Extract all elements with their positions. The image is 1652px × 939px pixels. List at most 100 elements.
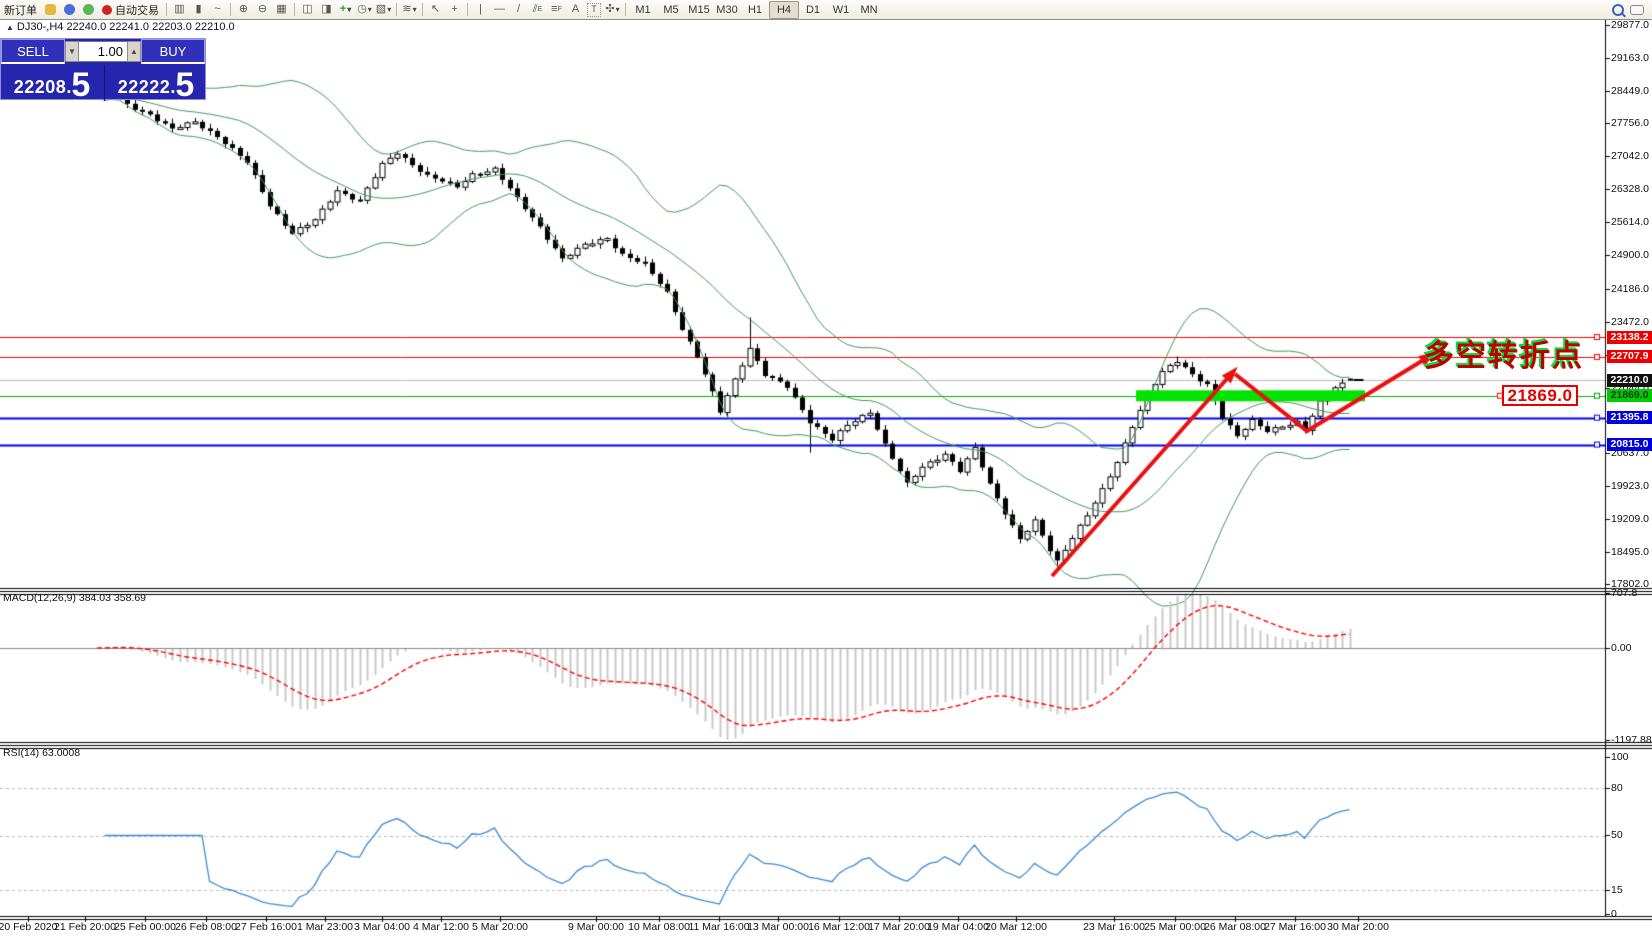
crosshair-icon[interactable]: +: [451, 3, 458, 15]
one-click-collapse-icon[interactable]: ▲: [6, 23, 14, 32]
autotrading-button[interactable]: 自动交易: [98, 1, 163, 18]
rsi-axis-tick: 80: [1611, 782, 1623, 794]
one-click-trading-panel: SELL ▼ 1.00 ▲ BUY 22208. 5 22222. 5: [0, 38, 206, 104]
tab-timeframe-h4[interactable]: H4: [769, 0, 799, 19]
new-order-button[interactable]: 新订单: [0, 1, 41, 18]
macd-axis-tick: 707.8: [1611, 587, 1638, 599]
tile-windows-icon[interactable]: ▦: [276, 3, 287, 15]
zoom-out-icon[interactable]: ⊖: [257, 3, 268, 15]
chart-title: ▲ DJ30-,H4 22240.0 22241.0 22203.0 22210.…: [6, 21, 235, 33]
time-axis-label: 17 Mar 20:00: [868, 921, 930, 933]
price-axis-tick: 24186.0: [1611, 282, 1649, 295]
trendline-icon[interactable]: /: [516, 3, 521, 15]
price-axis-badge: 22707.9: [1607, 350, 1652, 364]
price-axis-badge: 23138.2: [1607, 330, 1652, 344]
price-axis-tick: 27756.0: [1611, 117, 1649, 130]
chart-ohlc-title: DJ30-,H4 22240.0 22241.0 22203.0 22210.0: [16, 21, 235, 33]
time-axis-label: 25 Mar 00:00: [1144, 921, 1206, 933]
fibonacci-icon[interactable]: ≡ F: [551, 3, 562, 15]
macd-indicator-title: MACD(12,26,9) 384.03 358.69: [3, 592, 147, 604]
equidistant-channel-icon[interactable]: ⫽ E: [532, 3, 543, 15]
autotrading-label: 自动交易: [115, 4, 159, 17]
tab-timeframe-m1[interactable]: M1: [635, 3, 651, 16]
time-axis-label: 16 Mar 12:00: [808, 921, 870, 933]
price-axis-tick: 17802.0: [1611, 578, 1649, 591]
cursor-icon[interactable]: ↖: [430, 3, 441, 15]
volume-input[interactable]: 1.00: [79, 41, 127, 62]
price-axis-tick: 18495.0: [1611, 545, 1649, 558]
tab-timeframe-m15[interactable]: M15: [688, 3, 710, 16]
macd-axis-tick: 0.00: [1611, 642, 1632, 654]
time-axis-label: 19 Mar 04:00: [927, 921, 989, 933]
tab-timeframe-mn[interactable]: MN: [860, 3, 878, 16]
price-axis-tick: 25614.0: [1611, 216, 1649, 229]
sell-button-label: SELL: [17, 43, 49, 59]
zoom-in-icon[interactable]: ⊕: [238, 3, 249, 15]
line-chart-icon[interactable]: ~: [214, 3, 221, 15]
time-axis-label: 3 Mar 04:00: [353, 921, 411, 933]
chat-icon[interactable]: [1629, 2, 1644, 17]
time-axis-label: 20 Feb 2020: [0, 921, 58, 933]
indicator-list-icon[interactable]: ≋ ▾: [402, 3, 417, 15]
time-axis-label: 26 Mar 08:00: [1204, 921, 1266, 933]
text-label-icon[interactable]: T: [587, 2, 601, 17]
time-axis-label: 10 Mar 08:00: [628, 921, 690, 933]
buy-price[interactable]: 22222. 5: [117, 66, 195, 104]
candlestick-chart-icon[interactable]: ▮: [195, 3, 202, 15]
autotrading-icon: [102, 4, 112, 15]
navigator-icon[interactable]: [62, 2, 77, 17]
top-toolbar: 新订单 自动交易 ▥ ▮ ~ ⊕ ⊖ ▦ ◫ ◨ + ▾ ◷ ▾ ▧ ▾ ≋ ▾ ↖ +…: [0, 0, 1652, 20]
rsi-axis-tick: 0: [1611, 908, 1617, 920]
signals-icon[interactable]: [81, 2, 96, 17]
time-axis-label: 27 Mar 16:00: [1264, 921, 1326, 933]
time-axis-label: 23 Mar 16:00: [1083, 921, 1145, 933]
tab-timeframe-d1[interactable]: D1: [805, 3, 821, 16]
add-indicator-icon[interactable]: + ▾: [339, 3, 352, 15]
sell-button[interactable]: SELL: [1, 39, 65, 64]
volume-increase-button[interactable]: ▲: [127, 41, 141, 62]
tab-timeframe-w1[interactable]: W1: [832, 3, 850, 16]
macd-axis-tick: -1197.88: [1611, 734, 1652, 746]
rsi-axis-tick: 100: [1611, 751, 1629, 763]
time-axis-label: 13 Mar 00:00: [747, 921, 809, 933]
volume-decrease-button[interactable]: ▼: [65, 41, 79, 62]
price-axis-tick: 28449.0: [1611, 85, 1649, 98]
time-axis-label: 5 Mar 20:00: [471, 921, 529, 933]
periods-icon[interactable]: ◷ ▾: [357, 3, 372, 15]
tab-timeframe-m5[interactable]: M5: [663, 3, 679, 16]
price-axis-badge: 21395.8: [1607, 411, 1652, 425]
tab-timeframe-m30[interactable]: M30: [716, 3, 738, 16]
bar-chart-icon[interactable]: ▥: [174, 3, 185, 15]
buy-button[interactable]: BUY: [141, 39, 205, 64]
price-callout-label[interactable]: 21869.0: [1502, 385, 1578, 406]
turning-point-annotation[interactable]: 多空转折点: [1424, 340, 1584, 373]
price-axis-tick: 19209.0: [1611, 512, 1649, 525]
horizontal-line-icon[interactable]: —: [494, 3, 505, 15]
templates-icon[interactable]: ▧ ▾: [375, 3, 392, 15]
time-axis-label: 21 Feb 20:00: [54, 921, 116, 933]
price-axis-badge: 21869.0: [1607, 389, 1652, 403]
price-axis-tick: 29877.0: [1611, 19, 1649, 32]
rsi-indicator-title: RSI(14) 63.0008: [3, 747, 81, 759]
metaeditor-icon[interactable]: [43, 2, 58, 17]
price-axis-tick: 26328.0: [1611, 183, 1649, 196]
tab-timeframe-h1[interactable]: H1: [747, 3, 763, 16]
time-axis-label: 4 Mar 12:00: [412, 921, 470, 933]
indicator-window-icon[interactable]: ◫: [302, 3, 313, 15]
objects-window-icon[interactable]: ◨: [321, 3, 332, 15]
volume-stepper: ▼ 1.00 ▲: [65, 39, 141, 64]
text-icon[interactable]: A: [571, 3, 580, 15]
vertical-line-icon[interactable]: |: [479, 3, 482, 15]
arrows-icon[interactable]: ✣ ▾: [605, 3, 620, 15]
buy-button-label: BUY: [159, 43, 187, 59]
price-axis-tick: 27042.0: [1611, 150, 1649, 163]
price-axis-tick: 23472.0: [1611, 315, 1649, 328]
search-icon[interactable]: [1610, 2, 1625, 17]
time-axis-label: 30 Mar 20:00: [1327, 921, 1389, 933]
time-axis-label: 20 Mar 12:00: [985, 921, 1047, 933]
sell-price[interactable]: 22208. 5: [13, 66, 91, 104]
new-order-label: 新订单: [4, 4, 37, 17]
price-axis-badge: 22210.0: [1607, 373, 1652, 387]
